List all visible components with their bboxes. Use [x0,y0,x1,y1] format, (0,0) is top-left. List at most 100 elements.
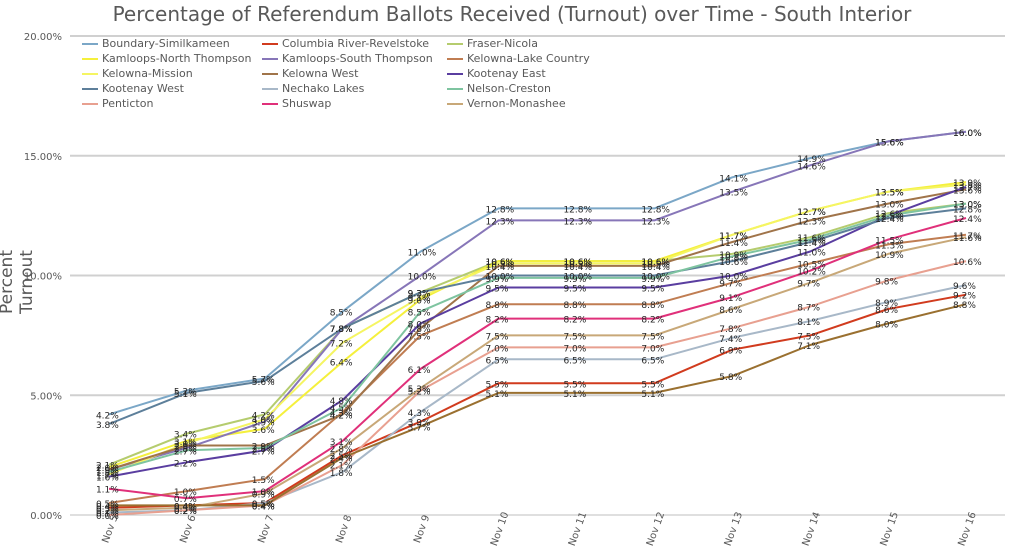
data-label: 0.1% [96,510,119,520]
data-label: 3.1% [330,438,353,448]
data-label: 8.5% [408,308,431,318]
data-label: 13.5% [875,189,904,199]
legend-item: Kelowna West [262,66,447,81]
data-label: 2.8% [330,445,353,455]
data-label: 0.4% [252,502,275,512]
data-label: 5.2% [174,387,197,397]
data-label: 5.6% [252,378,275,388]
data-label: 13.6% [953,186,982,196]
y-tick-label: 15.00% [24,152,62,163]
data-label: 9.1% [408,294,431,304]
series-line [109,303,967,507]
data-label: 14.1% [719,174,748,184]
legend-item: Kamloops-South Thompson [262,51,447,66]
data-label: 4.2% [96,411,119,421]
data-label: 10.0% [719,273,748,283]
x-tick-label: Nov 9 [412,514,432,545]
data-label: 0.2% [174,507,197,517]
data-label: 6.5% [486,356,509,366]
legend-label: Shuswap [282,97,332,110]
series-line [108,181,967,469]
data-label: 3.6% [252,426,275,436]
data-label: 2.8% [252,445,275,455]
data-label: 2.4% [330,455,353,465]
data-label: 10.5% [641,261,670,271]
legend-label: Fraser-Nicola [467,37,538,50]
data-label: 13.9% [953,179,982,189]
data-label: 11.5% [875,237,904,247]
data-label: 7.8% [330,325,353,335]
x-tick-label: Nov 8 [334,514,354,545]
legend-swatch [447,102,463,105]
data-label: 2.7% [252,447,275,457]
data-label: 13.0% [875,201,904,211]
data-label: 0.3% [96,505,119,515]
legend-swatch [447,72,463,75]
y-tick-label: 0.00% [30,511,62,522]
data-label: 8.2% [486,316,509,326]
data-label: 2.2% [174,459,197,469]
data-label: 1.8% [96,469,119,479]
data-label: 4.3% [330,409,353,419]
data-label: 1.9% [96,466,119,476]
data-label: 8.1% [797,318,820,328]
legend-label: Kootenay East [467,67,546,80]
data-label: 14.6% [797,162,826,172]
data-label: 11.0% [408,249,437,259]
data-label: 1.0% [252,488,275,498]
data-label: 9.7% [719,280,742,290]
data-label: 12.8% [953,205,982,215]
legend-item: Vernon-Monashee [447,96,602,111]
data-label: 4.0% [252,416,275,426]
data-label: 11.0% [797,249,826,259]
data-label: 11.6% [953,234,982,244]
series-line [108,185,967,478]
data-label: 13.5% [719,189,748,199]
series-line [108,202,967,473]
data-label: 7.4% [719,335,742,345]
legend-item: Kamloops-North Thompson [82,51,262,66]
y-tick-label: 20.00% [24,32,62,43]
data-label: 6.1% [408,366,431,376]
legend-item: Kootenay East [447,66,602,81]
data-label: 11.3% [875,241,904,251]
x-tick-labels: Nov 5 Nov 6 Nov 7 Nov 8 Nov 9 Nov 10 Nov 11 Nov… [100,511,978,548]
data-label: 1.7% [96,471,119,481]
data-label: 4.8% [330,397,353,407]
legend-swatch [447,42,463,45]
legend-swatch [447,87,463,90]
data-label: 16.0% [953,129,982,139]
legend-item: Nelson-Creston [447,81,602,96]
data-label: 2.1% [96,462,119,472]
data-label: 10.6% [563,258,592,268]
data-label: 0.9% [252,490,275,500]
legend-label: Kamloops-North Thompson [102,52,252,65]
legend-swatch [82,72,98,75]
data-label: 10.5% [797,261,826,271]
data-label: 12.8% [641,205,670,215]
data-label: 5.7% [252,375,275,385]
data-label: 12.4% [875,215,904,225]
data-label: 7.0% [486,344,509,354]
data-label: 10.5% [486,261,515,271]
data-label: 13.0% [953,201,982,211]
data-label: 10.0% [563,273,592,283]
chart-title: Percentage of Referendum Ballots Receive… [112,2,912,26]
data-label: 13.0% [953,201,982,211]
data-label: 7.8% [330,325,353,335]
data-label: 0.0% [96,512,119,522]
data-label: 10.0% [486,273,515,283]
data-label: 4.3% [408,409,431,419]
data-label: 11.5% [797,237,826,247]
data-label: 11.4% [719,239,748,249]
data-label: 1.9% [96,466,119,476]
data-label: 5.5% [486,380,509,390]
legend-label: Penticton [102,97,154,110]
data-label: 9.9% [563,275,586,285]
data-label: 10.2% [797,268,826,278]
legend-label: Kelowna West [282,67,359,80]
data-label: 12.8% [563,205,592,215]
data-label: 2.1% [330,462,353,472]
data-label: 10.4% [486,263,515,273]
